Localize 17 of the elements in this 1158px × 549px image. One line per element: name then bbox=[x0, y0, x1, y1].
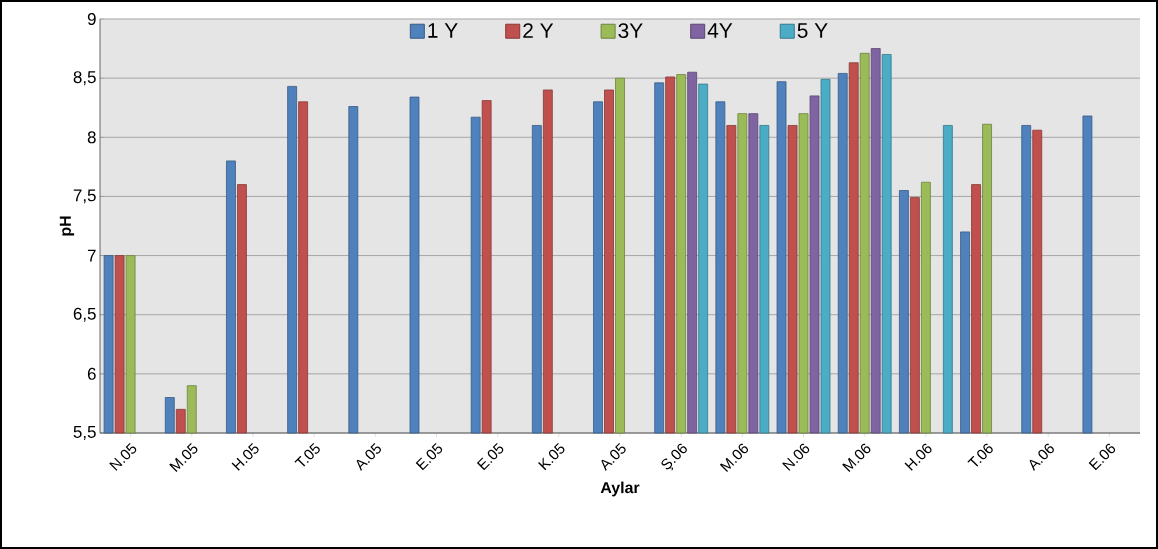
legend-label: 1 Y bbox=[428, 23, 458, 38]
y-tick-label: 8,5 bbox=[73, 71, 96, 86]
y-tick-label: 5,5 bbox=[73, 426, 96, 440]
x-tick-label: T.05 bbox=[294, 442, 320, 467]
y-axis-title: pH bbox=[59, 216, 75, 236]
y-tick-label: 7 bbox=[87, 249, 96, 262]
x-tick-label: T.06 bbox=[967, 443, 993, 467]
legend-label: 4Y bbox=[707, 23, 733, 38]
y-tick-label: 8 bbox=[87, 131, 96, 144]
legend-label: 5 Y bbox=[797, 23, 828, 38]
y-tick-label: 9 bbox=[87, 13, 96, 25]
y-tick-label: 7,5 bbox=[73, 189, 96, 204]
x-axis-title: Aylar bbox=[600, 481, 640, 497]
legend-label: 3Y bbox=[618, 23, 643, 38]
legend-label: 2 Y bbox=[523, 23, 554, 38]
y-tick-label: 6,5 bbox=[73, 307, 96, 322]
y-tick-label: 6 bbox=[87, 367, 96, 380]
